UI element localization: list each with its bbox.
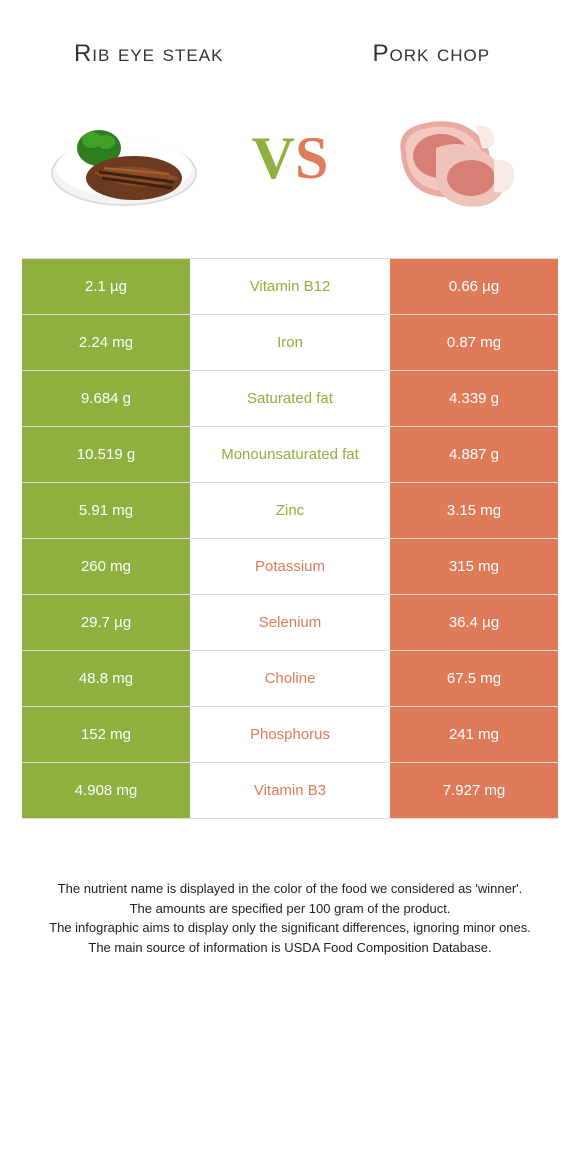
vs-s: S <box>295 125 328 191</box>
right-value: 0.66 µg <box>390 259 558 314</box>
nutrient-name: Iron <box>190 315 390 370</box>
nutrient-name: Monounsaturated fat <box>190 427 390 482</box>
right-value: 36.4 µg <box>390 595 558 650</box>
nutrient-row: 5.91 mgZinc3.15 mg <box>22 483 558 539</box>
nutrient-row: 4.908 mgVitamin B37.927 mg <box>22 763 558 819</box>
nutrient-name: Vitamin B12 <box>190 259 390 314</box>
nutrient-row: 152 mgPhosphorus241 mg <box>22 707 558 763</box>
vs-v: V <box>252 125 295 191</box>
nutrient-row: 2.1 µgVitamin B120.66 µg <box>22 259 558 315</box>
left-value: 29.7 µg <box>22 595 190 650</box>
left-value: 2.24 mg <box>22 315 190 370</box>
porkchop-image <box>376 98 536 218</box>
left-value: 4.908 mg <box>22 763 190 818</box>
footnote-line: The main source of information is USDA F… <box>30 938 550 958</box>
hero-row: VS <box>0 88 580 258</box>
right-food-title: Pork chop <box>323 40 540 68</box>
right-value: 0.87 mg <box>390 315 558 370</box>
footnote-line: The nutrient name is displayed in the co… <box>30 879 550 899</box>
footnotes: The nutrient name is displayed in the co… <box>30 879 550 957</box>
nutrient-name: Choline <box>190 651 390 706</box>
right-value: 4.887 g <box>390 427 558 482</box>
left-value: 260 mg <box>22 539 190 594</box>
nutrient-row: 2.24 mgIron0.87 mg <box>22 315 558 371</box>
right-value: 7.927 mg <box>390 763 558 818</box>
left-value: 5.91 mg <box>22 483 190 538</box>
nutrient-name: Phosphorus <box>190 707 390 762</box>
footnote-line: The infographic aims to display only the… <box>30 918 550 938</box>
nutrient-name: Potassium <box>190 539 390 594</box>
nutrient-row: 29.7 µgSelenium36.4 µg <box>22 595 558 651</box>
nutrient-row: 48.8 mgCholine67.5 mg <box>22 651 558 707</box>
nutrient-row: 9.684 gSaturated fat4.339 g <box>22 371 558 427</box>
nutrient-row: 10.519 gMonounsaturated fat4.887 g <box>22 427 558 483</box>
nutrient-name: Zinc <box>190 483 390 538</box>
nutrient-name: Selenium <box>190 595 390 650</box>
vs-label: VS <box>252 124 329 193</box>
right-value: 241 mg <box>390 707 558 762</box>
nutrient-row: 260 mgPotassium315 mg <box>22 539 558 595</box>
right-value: 315 mg <box>390 539 558 594</box>
left-value: 48.8 mg <box>22 651 190 706</box>
header: Rib eye steak Pork chop <box>0 0 580 88</box>
left-value: 9.684 g <box>22 371 190 426</box>
left-value: 152 mg <box>22 707 190 762</box>
right-value: 4.339 g <box>390 371 558 426</box>
left-value: 2.1 µg <box>22 259 190 314</box>
left-food-title: Rib eye steak <box>40 40 257 68</box>
ribeye-image <box>44 98 204 218</box>
right-value: 3.15 mg <box>390 483 558 538</box>
nutrient-name: Vitamin B3 <box>190 763 390 818</box>
footnote-line: The amounts are specified per 100 gram o… <box>30 899 550 919</box>
nutrient-name: Saturated fat <box>190 371 390 426</box>
right-value: 67.5 mg <box>390 651 558 706</box>
nutrient-table: 2.1 µgVitamin B120.66 µg2.24 mgIron0.87 … <box>22 258 558 819</box>
left-value: 10.519 g <box>22 427 190 482</box>
